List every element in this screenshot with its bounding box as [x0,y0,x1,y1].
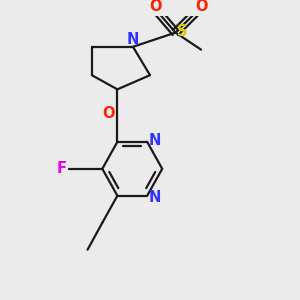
Text: N: N [127,32,139,47]
Text: F: F [56,161,66,176]
Text: N: N [149,190,161,205]
Text: N: N [149,133,161,148]
Text: O: O [103,106,115,121]
Text: S: S [176,24,187,39]
Text: O: O [195,0,208,14]
Text: O: O [149,0,162,14]
